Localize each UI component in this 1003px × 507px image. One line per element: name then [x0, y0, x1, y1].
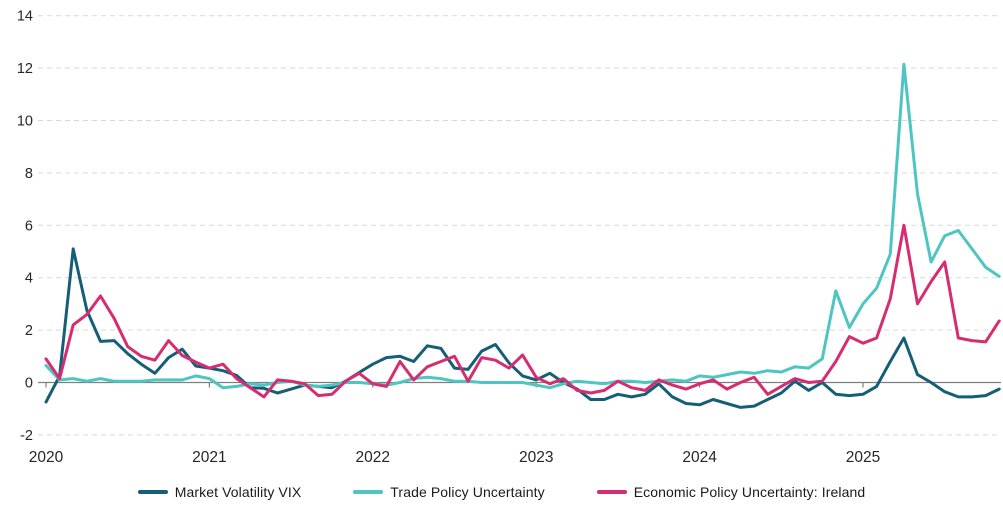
tpu-line-swatch-icon [353, 490, 384, 494]
legend-label: Economic Policy Uncertainty: Ireland [633, 484, 866, 500]
legend-item-trade-policy-uncertainty: Trade Policy Uncertainty [353, 484, 545, 500]
y-tick-label: 10 [17, 114, 33, 130]
epu-line-swatch-icon [596, 490, 627, 494]
x-tick-label: 2021 [192, 449, 226, 466]
legend-item-market-volatility-vix: Market Volatility VIX [137, 484, 302, 500]
legend-item-epu-ireland: Economic Policy Uncertainty: Ireland [596, 484, 866, 500]
chart-canvas: -2 0 2 4 6 8 10 12 14 2020 2021 2022 2023 2024 2025 [17, 9, 1001, 466]
legend-label: Market Volatility VIX [174, 484, 302, 500]
legend-label: Trade Policy Uncertainty [390, 484, 545, 500]
chart-legend: Market Volatility VIX Trade Policy Uncer… [0, 479, 1003, 505]
x-tick-label: 2023 [519, 449, 553, 466]
y-tick-label: 4 [25, 271, 33, 287]
x-tick-label: 2024 [682, 449, 717, 466]
series-line-1 [44, 62, 1001, 390]
x-tick-label: 2025 [846, 449, 880, 466]
vix-line-swatch-icon [137, 490, 168, 494]
y-tick-label: 8 [25, 166, 33, 182]
y-tick-label: 6 [25, 218, 33, 234]
y-tick-label: 0 [25, 376, 33, 392]
y-tick-label: 2 [25, 323, 33, 339]
y-tick-label: 12 [17, 61, 33, 77]
x-tick-label: 2022 [356, 449, 390, 466]
y-tick-label: 14 [17, 9, 33, 25]
series-line-2 [44, 223, 1001, 399]
y-tick-label: -2 [20, 428, 33, 444]
x-tick-label: 2020 [29, 449, 64, 466]
